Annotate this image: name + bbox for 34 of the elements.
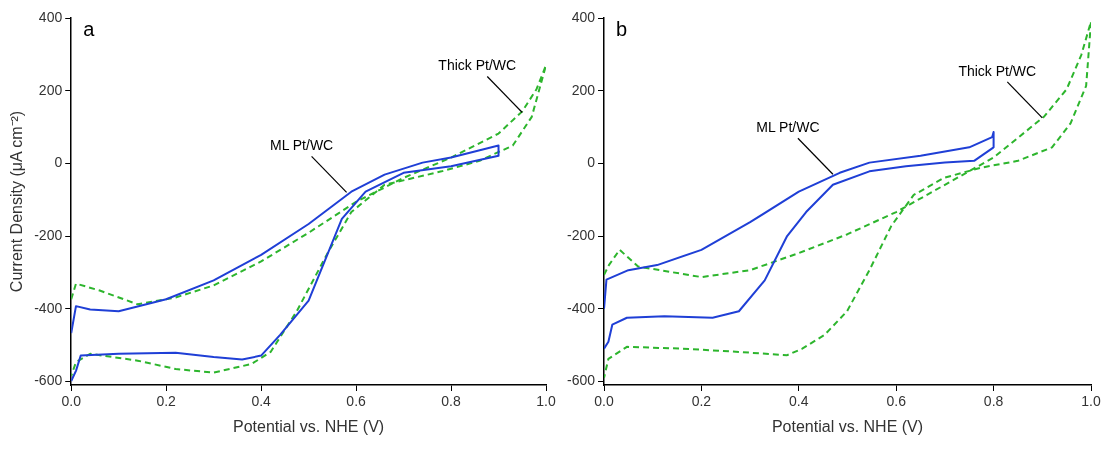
- y-tick-label: 0: [54, 154, 63, 171]
- y-tick-label: 200: [571, 81, 596, 98]
- y-tick-label: -200: [566, 226, 596, 243]
- y-tick-label: -400: [34, 299, 63, 316]
- chart-title: a: [83, 17, 96, 40]
- y-tick-label: -400: [566, 299, 596, 316]
- x-tick-label: 0.0: [61, 393, 82, 410]
- x-tick-label: 0.6: [346, 393, 367, 410]
- annotation: Thick Pt/WC: [958, 62, 1037, 79]
- y-tick-label: -600: [34, 372, 63, 389]
- x-tick-label: 0.6: [886, 393, 907, 410]
- chart-title: b: [616, 17, 628, 40]
- x-tick-label: 0.8: [441, 393, 461, 410]
- y-axis-title: Current Density (μA cm⁻²): [8, 110, 26, 293]
- x-axis-title: Potential vs. NHE (V): [771, 417, 924, 435]
- y-tick-label: -600: [566, 372, 596, 389]
- x-tick-label: 1.0: [536, 393, 556, 410]
- x-tick-label: 0.4: [789, 393, 809, 410]
- line-series: [604, 20, 1091, 379]
- x-tick-label: 1.0: [1081, 393, 1101, 410]
- x-axis-title: Potential vs. NHE (V): [233, 417, 385, 435]
- x-tick-label: 0.4: [251, 393, 272, 410]
- y-tick-label: 200: [38, 81, 63, 98]
- x-tick-label: 0.0: [594, 393, 614, 410]
- y-tick-label: 400: [38, 8, 63, 25]
- x-tick-label: 0.2: [156, 393, 177, 410]
- annotation: Thick Pt/WC: [438, 57, 517, 74]
- x-tick-label: 0.2: [691, 393, 712, 410]
- annotation: ML Pt/WC: [756, 119, 820, 136]
- y-tick-label: -200: [34, 226, 63, 243]
- y-tick-label: 400: [571, 8, 596, 25]
- annotation: ML Pt/WC: [269, 137, 334, 154]
- y-tick-label: 0: [587, 154, 596, 171]
- x-tick-label: 0.8: [983, 393, 1004, 410]
